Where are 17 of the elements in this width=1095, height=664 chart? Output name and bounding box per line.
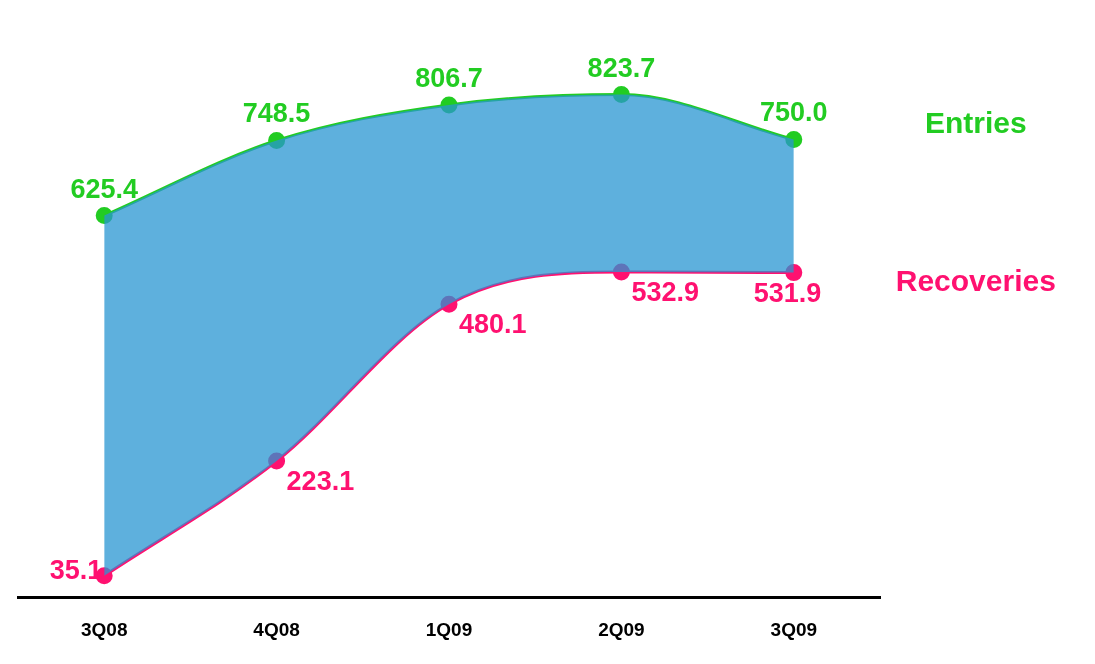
data-label: 625.4 <box>70 173 138 204</box>
x-tick-label: 2Q09 <box>598 618 645 640</box>
data-label: 750.0 <box>760 97 828 128</box>
data-label: 35.1 <box>49 555 103 586</box>
data-label: 532.9 <box>631 276 699 307</box>
x-tick-label: 1Q09 <box>425 618 473 640</box>
data-label: 223.1 <box>286 466 355 497</box>
data-label: 531.9 <box>753 277 822 308</box>
data-label: 806.7 <box>415 62 483 93</box>
x-tick-label: 3Q09 <box>770 618 818 640</box>
data-label: 480.1 <box>459 309 527 340</box>
x-tick-label: 3Q08 <box>80 618 128 640</box>
data-label: 823.7 <box>587 52 656 83</box>
text: Entries <box>924 105 1027 139</box>
x-tick-label: 4Q08 <box>253 618 300 640</box>
data-label: 748.5 <box>242 98 311 129</box>
text: Recoveries <box>895 263 1056 297</box>
